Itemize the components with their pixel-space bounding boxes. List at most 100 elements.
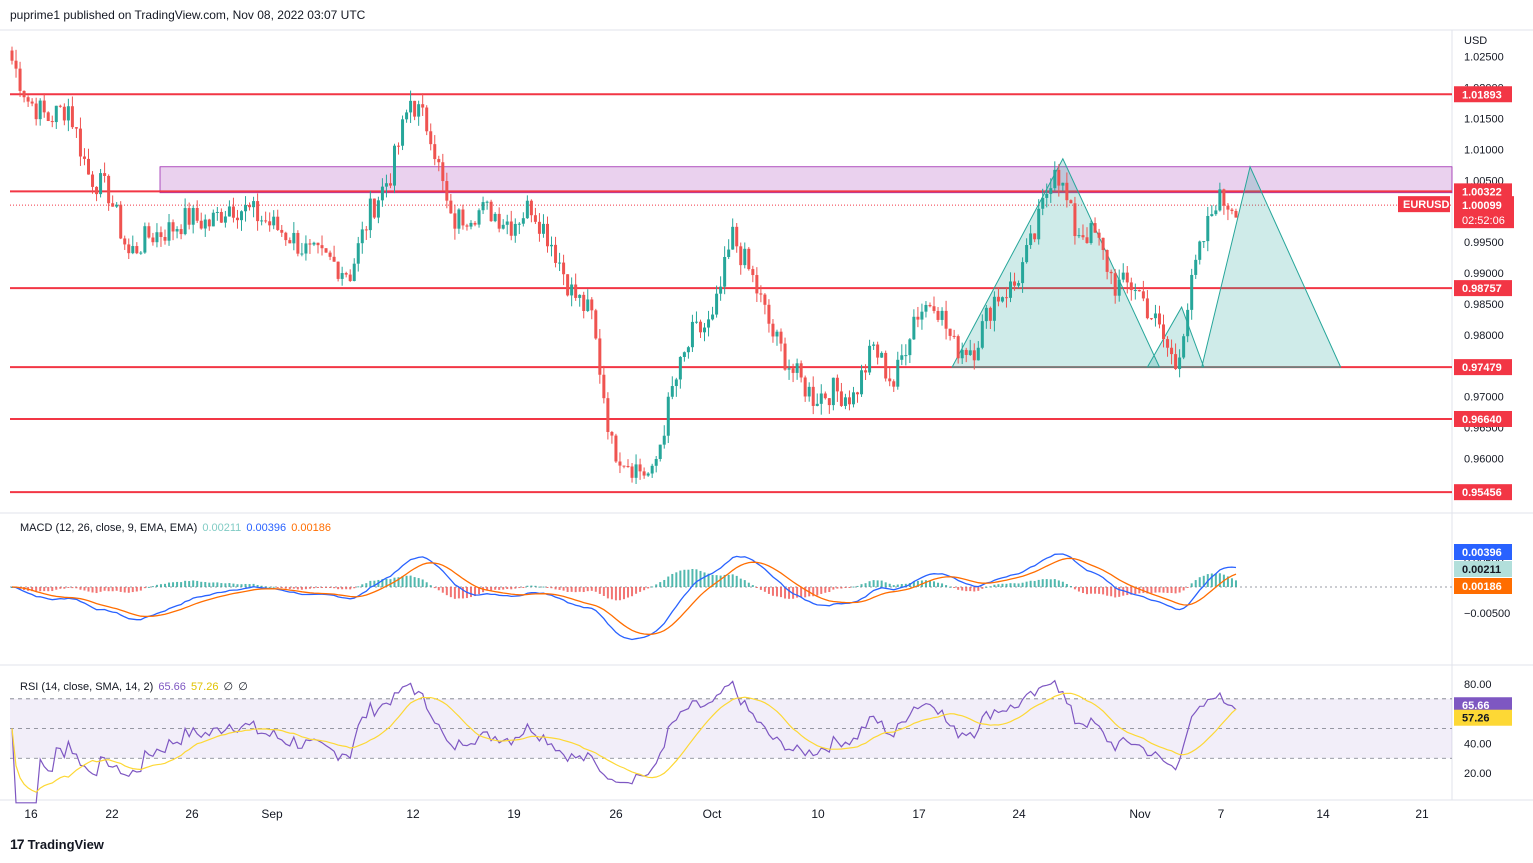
macd-hist-bar: [123, 587, 126, 593]
candle-body: [441, 162, 445, 182]
candle-body: [1137, 290, 1141, 292]
candle-body: [107, 175, 111, 204]
macd-hist-bar: [683, 569, 686, 587]
macd-hist-bar: [337, 587, 340, 590]
candle-body: [884, 352, 888, 379]
macd-hist-bar: [1057, 580, 1060, 587]
macd-hist-bar: [147, 586, 150, 588]
macd-hist-bar: [240, 584, 243, 587]
candle-body: [78, 128, 82, 157]
candle-body: [336, 261, 340, 279]
macd-hist-bar: [703, 572, 706, 587]
macd-hist-bar: [659, 582, 662, 587]
candle-body: [996, 296, 1000, 302]
candle-body: [211, 212, 215, 227]
macd-hist-bar: [325, 587, 328, 588]
macd-hist-bar: [1230, 578, 1233, 587]
macd-hist-bar: [763, 587, 766, 592]
candle-body: [1004, 297, 1008, 299]
candle-body: [723, 256, 727, 287]
macd-hist-bar: [1122, 587, 1125, 596]
macd-hist-bar: [965, 587, 968, 592]
rsi-legend: RSI (14, close, SMA, 14, 2) 65.66 57.26 …: [18, 680, 248, 693]
macd-hist-bar: [1045, 579, 1048, 587]
candle-body: [376, 200, 380, 218]
candle-body: [437, 159, 441, 163]
macd-hist-bar: [985, 586, 988, 588]
macd-hist-bar: [627, 587, 630, 598]
candle-body: [831, 377, 835, 406]
candle-body: [457, 209, 461, 229]
candle-body: [1129, 282, 1133, 291]
candle-body: [719, 286, 723, 294]
candle-body: [860, 370, 864, 395]
macd-hist-bar: [264, 586, 267, 588]
candle-body: [727, 249, 731, 257]
macd-hist-bar: [610, 587, 613, 600]
macd-hist-bar: [55, 587, 58, 590]
time-tick: Sep: [261, 807, 283, 821]
pattern-triangle: [1201, 165, 1342, 368]
candle-body: [268, 221, 272, 226]
candle-body: [1025, 245, 1029, 263]
candle-body: [187, 208, 191, 225]
candle-body: [1097, 232, 1101, 238]
rsi-bb-upper: ∅: [223, 681, 234, 693]
macd-hist-bar: [1130, 587, 1133, 595]
candle-body: [485, 201, 489, 203]
macd-hist-bar: [429, 585, 432, 587]
candle-body: [10, 50, 14, 61]
macd-hist-bar: [216, 582, 219, 587]
rsi-tick: 40.00: [1464, 738, 1492, 750]
tradingview-footer[interactable]: 17 TradingView: [10, 836, 104, 852]
macd-hist-bar: [1106, 587, 1109, 596]
candle-body: [231, 206, 235, 218]
macd-hist-bar: [554, 587, 557, 590]
candle-body: [14, 60, 18, 69]
candle-body: [1194, 259, 1198, 275]
rsi-tick: 80.00: [1464, 679, 1492, 691]
time-tick: 24: [1012, 807, 1026, 821]
candle-body: [835, 377, 839, 392]
candle-body: [405, 112, 409, 120]
level-tag-text: 0.98757: [1462, 283, 1502, 295]
candle-body: [582, 294, 586, 311]
pane-dividers: [0, 29, 1533, 801]
macd-hist-bar: [369, 580, 372, 587]
macd-hist-bar: [981, 587, 984, 589]
candle-body: [1133, 290, 1137, 292]
candle-body: [541, 223, 545, 234]
candle-body: [892, 381, 896, 387]
candle-body: [868, 345, 872, 373]
macd-hist-bar: [1150, 587, 1153, 594]
macd-hist-bar: [957, 587, 960, 590]
candle-body: [360, 229, 364, 244]
macd-hist-bar: [300, 587, 303, 590]
candle-body: [50, 121, 54, 123]
macd-hist-bar: [1037, 579, 1040, 587]
candle-body: [1077, 235, 1081, 237]
macd-hist-bar: [739, 578, 742, 587]
candle-body: [1210, 214, 1214, 216]
macd-hist-bar: [1202, 575, 1205, 587]
macd-hist-bar: [933, 581, 936, 587]
candle-body: [525, 200, 529, 219]
macd-hist-bar: [47, 587, 50, 592]
macd-title: MACD (12, 26, close, 9, EMA, EMA): [20, 522, 198, 534]
resistance-zone: [159, 166, 1453, 194]
macd-hist-bar: [1126, 587, 1129, 596]
candle-body: [477, 210, 481, 225]
macd-hist-bar: [1053, 579, 1056, 587]
candle-body: [694, 321, 698, 323]
macd-hist-bar: [59, 587, 62, 589]
level-tag: [1454, 359, 1512, 376]
candle-body: [95, 186, 99, 195]
candle-body: [731, 226, 735, 250]
macd-hist-bar: [586, 587, 589, 592]
candle-body: [260, 220, 264, 222]
candle-body: [26, 97, 30, 102]
macd-hist-bar: [1174, 587, 1177, 594]
macd-hist-bar: [1178, 587, 1181, 593]
macd-hist-bar: [949, 586, 952, 588]
